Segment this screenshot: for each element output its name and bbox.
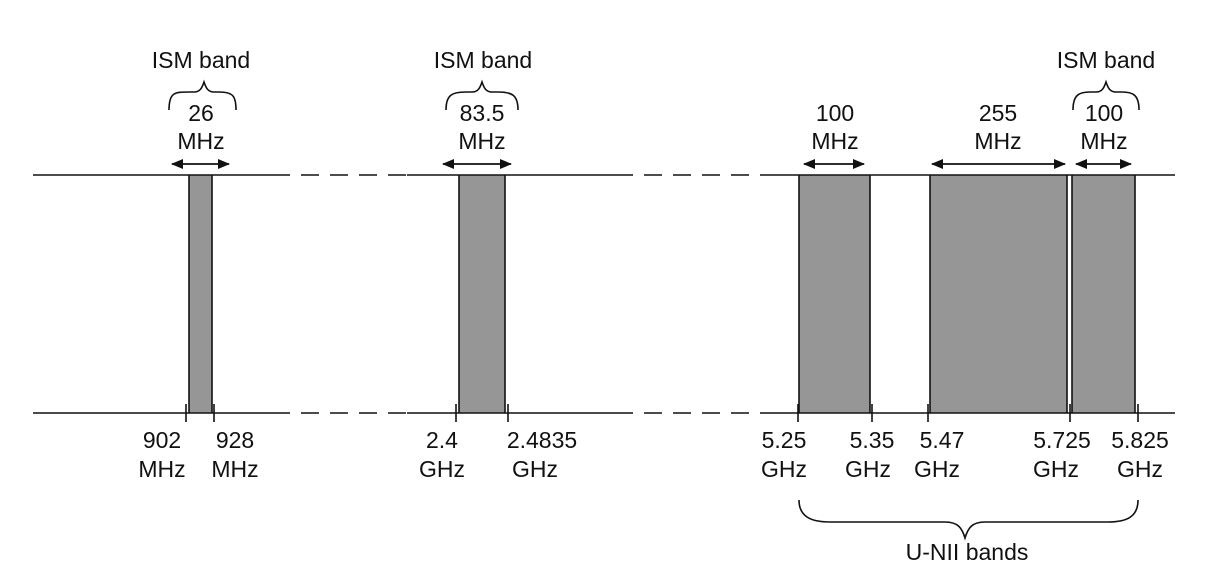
band-rect-2400-24835	[459, 175, 505, 413]
freq-unit: GHz	[419, 456, 465, 482]
freq-value: 2.4835	[507, 427, 577, 453]
freq-value: 2.4	[426, 427, 458, 453]
freq-unit: GHz	[512, 456, 558, 482]
freq-unit: MHz	[138, 456, 185, 482]
band-rect-547-5725	[930, 175, 1067, 413]
axis-lines	[33, 174, 1175, 414]
freq-unit: GHz	[1033, 456, 1079, 482]
band-rect-525-535	[799, 175, 870, 413]
brace-ism-3	[1072, 79, 1140, 111]
freq-value: 902	[143, 427, 181, 453]
ism-band-label: ISM band	[434, 47, 532, 73]
band-rects	[189, 175, 1135, 413]
freq-value: 5.25	[762, 427, 807, 453]
band-rect-5725-5825	[1072, 175, 1135, 413]
ism-braces	[168, 79, 1140, 111]
band-width-unit: MHz	[811, 128, 858, 154]
bandwidth-labels: 26 MHz 83.5 MHz 100 MHz 255 MHz 100 MHz	[177, 100, 1127, 154]
freq-unit: GHz	[914, 456, 960, 482]
freq-value: 5.725	[1033, 427, 1091, 453]
freq-unit: GHz	[1117, 456, 1163, 482]
brace-unii	[798, 499, 1139, 541]
freq-unit: GHz	[761, 456, 807, 482]
brace-ism-1	[168, 79, 237, 111]
freq-unit: MHz	[211, 456, 258, 482]
brace-ism-2	[445, 79, 519, 111]
freq-value: 928	[216, 427, 254, 453]
band-width-unit: MHz	[1080, 128, 1127, 154]
band-width-value: 83.5	[460, 100, 505, 126]
freq-value: 5.47	[920, 427, 965, 453]
ism-band-label: ISM band	[1057, 47, 1155, 73]
band-width-unit: MHz	[177, 128, 224, 154]
band-width-value: 100	[1085, 100, 1123, 126]
band-width-unit: MHz	[974, 128, 1021, 154]
tick-marks	[185, 404, 1139, 422]
band-width-value: 26	[188, 100, 214, 126]
band-width-unit: MHz	[458, 128, 505, 154]
unii-bands-label: U-NII bands	[906, 539, 1029, 565]
freq-unit: GHz	[845, 456, 891, 482]
freq-value: 5.35	[850, 427, 895, 453]
band-rect-902-928	[189, 175, 212, 413]
band-width-value: 255	[979, 100, 1017, 126]
freq-value: 5.825	[1111, 427, 1169, 453]
ism-band-label: ISM band	[152, 47, 250, 73]
band-width-value: 100	[816, 100, 854, 126]
band-edges	[188, 175, 1136, 413]
frequency-labels: 902 MHz 928 MHz 2.4 GHz 2.4835 GHz 5.25 …	[138, 427, 1168, 482]
ism-band-labels: ISM band ISM band ISM band	[152, 47, 1155, 73]
